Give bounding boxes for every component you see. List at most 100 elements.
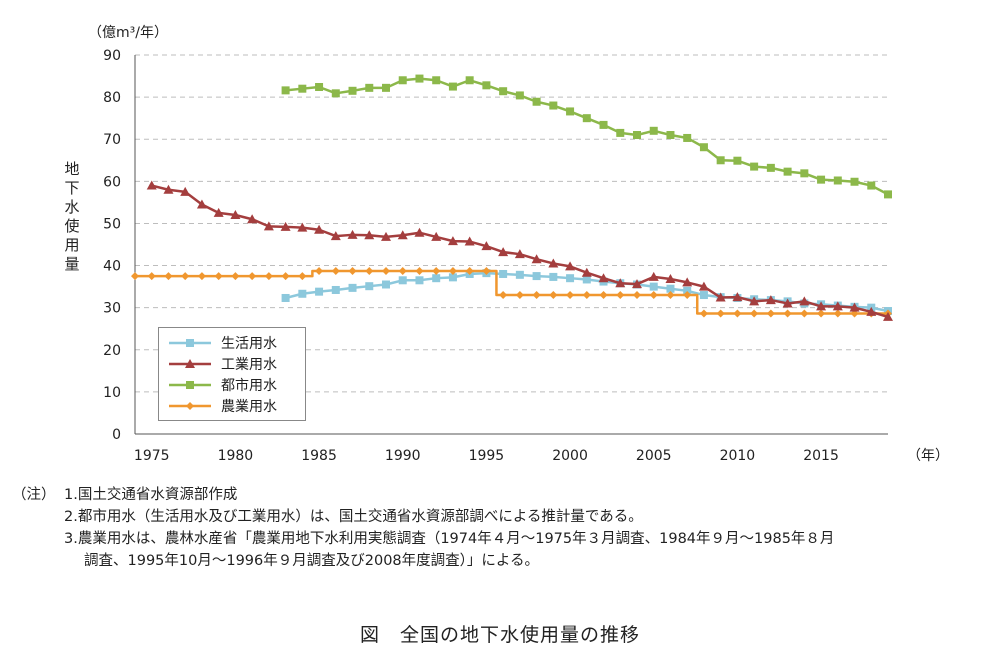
- y-tick-label: 70: [103, 132, 121, 148]
- note-text: 1.国土交通省水資源部作成: [64, 487, 238, 503]
- legend-marker: [186, 338, 194, 347]
- data-point: [281, 293, 290, 302]
- data-point: [431, 231, 442, 241]
- legend-item: 生活用水: [167, 332, 305, 353]
- data-point: [214, 272, 223, 281]
- data-point: [616, 291, 625, 300]
- data-point: [666, 284, 675, 293]
- figure-caption: 図 全国の地下水使用量の推移: [359, 624, 640, 646]
- data-point: [666, 131, 675, 140]
- data-point: [398, 276, 407, 285]
- data-point: [666, 291, 675, 300]
- data-point: [481, 241, 492, 251]
- data-point: [180, 186, 191, 196]
- note-text: 調査、1995年10月～1996年９月調査及び2008年度調査）」による。: [84, 553, 539, 569]
- data-point: [749, 296, 760, 306]
- data-point: [298, 289, 307, 298]
- y-tick-label: 50: [103, 216, 121, 232]
- data-point: [782, 298, 793, 308]
- series-1: [146, 180, 893, 321]
- data-point: [315, 267, 324, 276]
- data-point: [448, 82, 457, 91]
- data-point: [298, 84, 307, 93]
- data-point: [632, 279, 642, 289]
- data-point: [867, 181, 876, 190]
- x-tick-label: 2000: [552, 448, 588, 464]
- data-point: [648, 271, 659, 281]
- legend-label: 農業用水: [221, 398, 277, 415]
- data-point: [499, 269, 508, 278]
- data-point: [415, 267, 424, 276]
- data-point: [515, 91, 524, 100]
- data-point: [799, 296, 810, 306]
- data-point: [297, 222, 308, 232]
- data-point: [682, 277, 693, 287]
- y-tick-label: 80: [103, 90, 121, 106]
- data-point: [615, 278, 626, 288]
- data-point: [581, 267, 592, 277]
- legend-label: 都市用水: [221, 377, 277, 394]
- data-point: [549, 101, 558, 110]
- data-point: [331, 267, 340, 276]
- y-tick-label: 0: [112, 427, 121, 443]
- data-point: [213, 207, 224, 217]
- data-point: [264, 272, 273, 281]
- data-point: [365, 83, 374, 92]
- legend-item: 都市用水: [167, 374, 305, 395]
- data-point: [131, 272, 139, 281]
- data-point: [414, 227, 425, 237]
- x-tick-label: 1975: [134, 448, 170, 464]
- data-point: [348, 86, 357, 95]
- legend-marker: [185, 358, 195, 368]
- axes: [134, 55, 888, 435]
- data-point: [381, 231, 391, 241]
- data-point: [415, 276, 424, 285]
- data-point: [146, 180, 157, 190]
- notes: （注） 1.国土交通省水資源部作成 2.都市用水（生活用水及び工業用水）は、国土交…: [12, 484, 834, 572]
- data-point: [582, 275, 591, 284]
- data-point: [850, 177, 859, 186]
- legend-swatch-3: [169, 401, 211, 410]
- data-point: [833, 176, 842, 185]
- data-point: [464, 236, 475, 246]
- data-point: [549, 291, 558, 300]
- x-tick-label: 1985: [301, 448, 337, 464]
- note-head: （注）: [12, 487, 56, 503]
- data-point: [330, 231, 341, 241]
- data-point: [833, 309, 842, 318]
- x-tick-label: 1980: [218, 448, 254, 464]
- data-point: [715, 292, 726, 302]
- data-point: [884, 190, 892, 199]
- data-point: [365, 267, 374, 276]
- data-point: [750, 162, 759, 171]
- data-point: [482, 81, 491, 90]
- data-point: [599, 120, 608, 129]
- data-point: [499, 87, 508, 96]
- data-point: [548, 258, 559, 268]
- x-tick-label: 2005: [636, 448, 672, 464]
- data-point: [465, 76, 474, 85]
- data-point: [231, 272, 240, 281]
- data-point: [415, 74, 424, 83]
- legend-marker: [186, 380, 194, 389]
- data-point: [531, 254, 542, 264]
- data-point: [783, 309, 792, 318]
- x-tick-label: 2015: [803, 448, 839, 464]
- data-point: [683, 286, 692, 295]
- data-point: [766, 309, 775, 318]
- legend-item: 工業用水: [167, 353, 305, 374]
- data-point: [181, 272, 190, 281]
- y-unit-label: （億m³/年）: [88, 25, 168, 41]
- data-point: [280, 221, 291, 231]
- series-group: [131, 74, 893, 321]
- data-point: [800, 169, 809, 178]
- data-point: [382, 280, 390, 289]
- data-point: [699, 291, 708, 300]
- data-point: [766, 163, 775, 172]
- legend-label: 生活用水: [221, 335, 277, 352]
- data-point: [164, 272, 173, 281]
- data-point: [365, 282, 374, 291]
- data-point: [616, 128, 625, 137]
- data-point: [800, 309, 809, 318]
- data-point: [665, 274, 676, 284]
